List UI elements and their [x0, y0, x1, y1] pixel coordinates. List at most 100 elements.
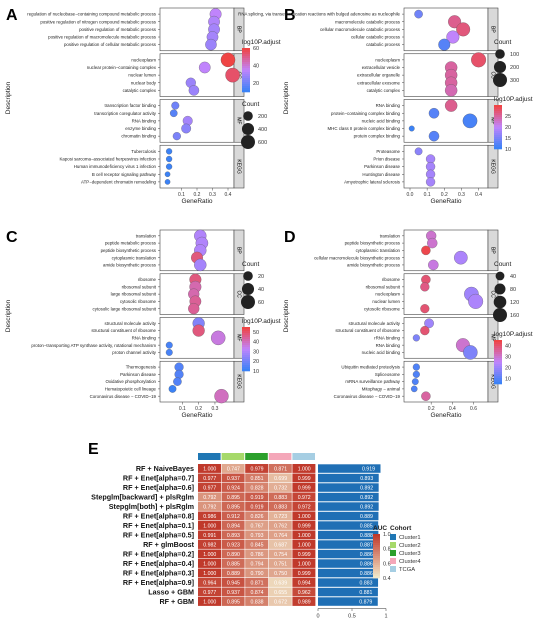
color-legend-swatch	[494, 354, 502, 357]
term-label: nuclear body	[131, 80, 157, 85]
color-legend-swatch	[242, 349, 250, 352]
facet-strip	[487, 317, 499, 359]
heat-cell-value: 1.000	[203, 571, 216, 577]
color-legend-swatch	[494, 139, 502, 142]
heat-cell-value: 0.851	[251, 476, 264, 482]
heat-cell	[268, 511, 292, 521]
auc-legend-swatch	[373, 569, 380, 572]
heat-cell-value: 0.924	[227, 486, 240, 492]
color-legend-swatch	[494, 352, 502, 355]
dot	[411, 378, 419, 385]
heat-cell-value: 0.890	[227, 552, 240, 558]
model-label: RF + glmBoost	[143, 540, 195, 549]
bar-header-gap	[318, 452, 385, 461]
heat-cell-value: 0.923	[227, 543, 240, 549]
auc-legend-swatch	[373, 567, 380, 570]
color-legend-title: log10P.adjust	[494, 96, 533, 103]
heat-cell-value: 0.828	[251, 486, 264, 492]
heat-cell	[245, 464, 269, 473]
heat-cell	[245, 597, 269, 606]
term-label: MHC class II protein complex binding	[328, 126, 401, 131]
dot	[420, 304, 430, 314]
color-legend-title: log10P.adjust	[242, 318, 281, 325]
heat-cell-value: 0.999	[298, 486, 311, 492]
heat-cell	[245, 511, 269, 521]
size-legend-label: 200	[258, 114, 267, 120]
color-legend-swatch	[494, 340, 502, 343]
term-label: catalytic complex	[367, 88, 401, 93]
term-label: nucleoplasm	[375, 57, 400, 62]
color-legend: log10P.adjust 25 20 15 10	[494, 96, 533, 153]
term-label: cellular catabolic process	[351, 35, 401, 40]
heat-cell	[268, 578, 292, 587]
heat-cell-value: 0.893	[227, 533, 240, 539]
mean-bar	[318, 464, 381, 473]
heat-cell	[198, 568, 221, 578]
color-legend-label: 60	[253, 46, 259, 52]
x-axis-title: GeneRatio	[430, 412, 461, 419]
heat-cell-value: 0.937	[227, 476, 240, 482]
color-legend-swatch	[242, 66, 250, 69]
heat-cell	[221, 511, 245, 521]
heat-cell-value: 1.000	[298, 514, 311, 520]
cohort-legend-swatch	[390, 550, 396, 556]
model-label: RF + Enet[alpha=0.7]	[123, 474, 194, 483]
color-legend-swatch	[242, 341, 250, 344]
heat-cell-value: 1.000	[298, 562, 311, 568]
heat-cell-value: 0.895	[227, 495, 240, 501]
color-legend-label: 30	[505, 355, 511, 361]
auc-legend-label: 0.6	[383, 561, 391, 567]
heat-cell	[198, 521, 221, 530]
dot	[414, 9, 423, 19]
color-legend-swatch	[494, 342, 502, 345]
heatmap-row: RF + Enet[alpha=0.2] 1.000 0.890 0.786 0.754…	[123, 549, 379, 559]
facet-strip-label: BP	[490, 26, 496, 33]
facet-kegg: KEGG Tuberculosis Kaposi sarcoma−associate…	[59, 144, 245, 189]
color-legend-label: 20	[253, 81, 259, 87]
mean-bar-value: 0.885	[360, 524, 373, 530]
heat-cell	[245, 530, 269, 540]
color-legend-swatch	[242, 76, 250, 79]
color-legend-swatch	[494, 113, 502, 116]
color-legend-swatch	[242, 60, 250, 63]
heat-cell-value: 0.977	[203, 476, 216, 482]
mean-bar-value: 0.883	[360, 581, 373, 587]
size-legend-label: 300	[510, 78, 519, 84]
model-label: RF + Enet[alpha=0.1]	[123, 521, 194, 530]
dot	[164, 179, 171, 185]
heatmap-row: RF + Enet[alpha=0.4] 1.000 0.885 0.794 0.751…	[123, 559, 379, 568]
heat-cell	[221, 568, 245, 578]
x-tick-label: 0.1	[178, 192, 185, 198]
color-legend-swatch	[494, 374, 502, 377]
dot	[169, 109, 178, 118]
heat-cell	[221, 530, 245, 540]
heatmap-row: Stepglm[backward] + plsRglm 0.792 0.895 0.9…	[91, 492, 379, 502]
term-label: Amyotrophic lateral sclerosis	[344, 179, 401, 184]
heat-cell-value: 1.000	[203, 562, 216, 568]
term-label: cytosolic large ribosomal subunit	[93, 306, 157, 311]
facet-strip-label: BP	[236, 247, 242, 254]
heat-cell-value: 0.977	[203, 486, 216, 492]
heat-cell-value: 0.962	[298, 590, 311, 596]
term-label: cellular macromolecule biosynthetic proc…	[314, 255, 401, 260]
auc-legend-label: 0.8	[383, 547, 391, 553]
term-label: catalytic complex	[123, 88, 157, 93]
term-label: large ribosomal subunit	[111, 292, 157, 297]
dot	[210, 330, 226, 346]
heat-cell-value: 0.919	[251, 495, 264, 501]
heat-cell-value: 0.919	[251, 505, 264, 511]
mean-bar	[318, 549, 379, 559]
color-legend-swatch	[242, 339, 250, 342]
heatmap-row: RF + Enet[alpha=0.7] 0.977 0.937 0.851 0.699…	[123, 473, 379, 483]
size-legend-title: Count	[494, 39, 512, 46]
heat-cell-value: 0.889	[227, 571, 240, 577]
heat-cell-value: 0.732	[274, 486, 287, 492]
mean-bar-value: 0.886	[360, 552, 373, 558]
panel-letter: A	[6, 7, 18, 24]
facet-mf: MF structural molecule activity structural…	[335, 317, 499, 360]
heat-cell-value: 0.699	[274, 476, 287, 482]
facet-strip	[487, 229, 499, 272]
cohort-header-cell	[245, 453, 268, 460]
mean-bar	[318, 530, 379, 540]
